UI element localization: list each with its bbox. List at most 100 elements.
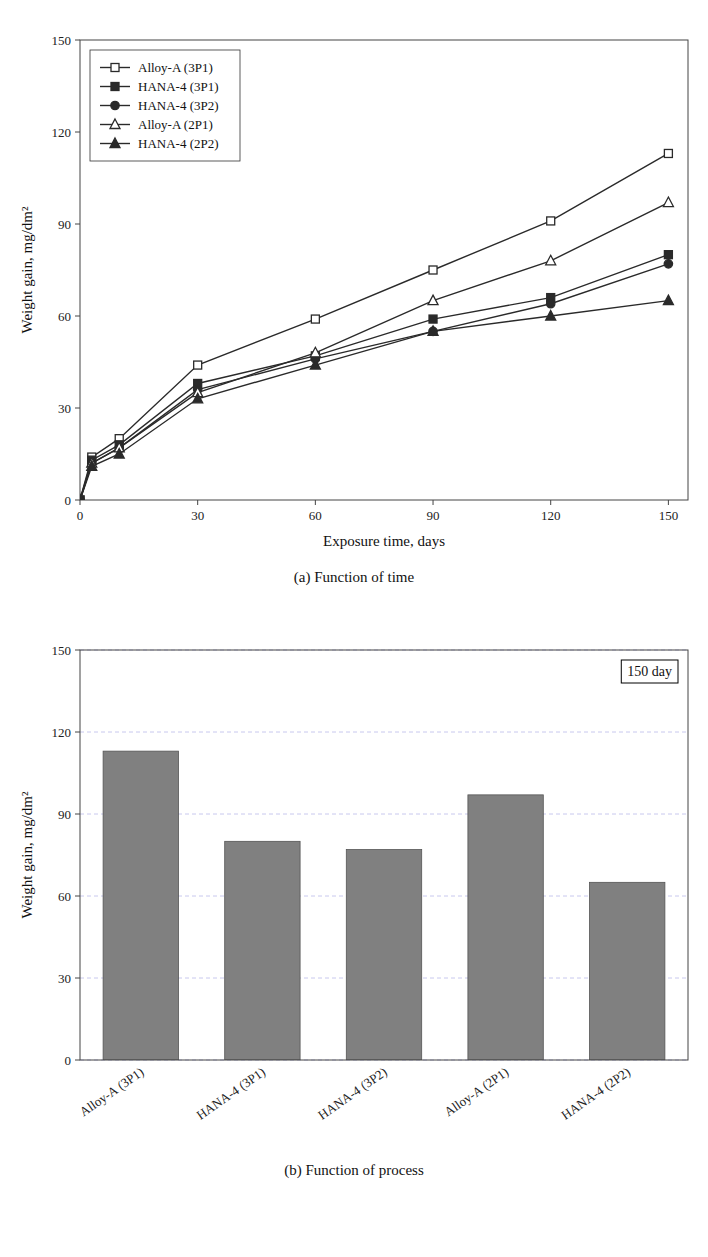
series-line (80, 301, 668, 500)
series-line (80, 203, 668, 500)
marker (111, 83, 119, 91)
y-tick (75, 224, 80, 225)
x-tick-label: Alloy-A (3P1) (77, 1064, 147, 1119)
y-tick (75, 814, 80, 815)
y-tick-label: 90 (58, 217, 71, 232)
marker (546, 311, 556, 321)
y-tick (75, 896, 80, 897)
bar-chart: 0 30 60 90 120 150 Alloy-A (3P1) HANA-4 (3P1) HA… (19, 643, 688, 1180)
marker (80, 495, 85, 501)
y-tick (75, 408, 80, 409)
marker (110, 138, 120, 148)
bar (590, 882, 665, 1060)
annotation: 150 day (621, 660, 678, 683)
marker (80, 495, 85, 501)
plot-area (103, 751, 665, 1060)
marker (547, 217, 555, 225)
x-tick-label: Alloy-A (2P1) (441, 1064, 511, 1119)
y-tick (75, 1060, 80, 1061)
y-tick (75, 650, 80, 651)
marker (310, 360, 320, 370)
bar (103, 751, 178, 1060)
x-tick (550, 500, 551, 505)
marker (428, 295, 438, 305)
series-line (80, 264, 668, 500)
marker (87, 461, 97, 471)
x-tick-label: HANA-4 (3P2) (315, 1064, 390, 1122)
y-tick-label: 60 (58, 889, 71, 904)
y-tick (75, 40, 80, 41)
x-tick (197, 500, 198, 505)
x-tick (433, 500, 434, 505)
x-tick (80, 500, 81, 505)
x-tick-label: HANA-4 (3P1) (194, 1064, 269, 1122)
x-tick-label: 0 (77, 508, 84, 523)
y-axis-label: Weight gain, mg/dm² (19, 206, 35, 334)
marker (194, 361, 202, 369)
annotation-text: 150 day (627, 664, 672, 679)
x-axis-label: Exposure time, days (323, 533, 445, 549)
x-tick-label: 60 (309, 508, 322, 523)
legend-label: Alloy-A (3P1) (138, 60, 213, 75)
x-tick (668, 500, 669, 505)
x-tick-label: HANA-4 (2P2) (558, 1064, 633, 1122)
y-tick-label: 90 (58, 807, 71, 822)
y-tick-label: 150 (52, 643, 72, 658)
plot-area (80, 149, 673, 500)
y-tick (75, 978, 80, 979)
y-tick-label: 60 (58, 309, 71, 324)
y-tick (75, 500, 80, 501)
annotation-box (621, 660, 678, 683)
y-tick (75, 132, 80, 133)
plot-frame (80, 650, 688, 1060)
x-tick-label: 150 (659, 508, 679, 523)
y-tick-label: 120 (52, 725, 72, 740)
y-tick-label: 120 (52, 125, 72, 140)
plot-frame (80, 40, 688, 500)
bar (225, 841, 300, 1060)
x-tick-label: 120 (541, 508, 561, 523)
marker (547, 300, 555, 308)
marker (428, 326, 438, 336)
marker (546, 255, 556, 264)
bar (468, 795, 543, 1060)
bar (346, 850, 421, 1060)
legend-label: Alloy-A (2P1) (138, 117, 213, 132)
legend: Alloy-A (3P1) HANA-4 (3P1) HANA-4 (3P2) All… (90, 50, 240, 161)
marker (663, 295, 673, 305)
marker (114, 449, 124, 459)
legend-label: HANA-4 (2P2) (138, 136, 219, 151)
y-tick-label: 0 (65, 493, 72, 508)
y-axis-label: Weight gain, mg/dm² (19, 791, 35, 919)
y-tick-label: 30 (58, 401, 71, 416)
caption: (a) Function of time (294, 569, 415, 586)
y-tick-label: 150 (52, 33, 72, 48)
line-chart: 0 30 60 90 120 150 0 30 60 90 120 150 Exposure time,… (19, 33, 688, 587)
marker (193, 393, 203, 403)
marker (429, 266, 437, 274)
caption: (b) Function of process (284, 1162, 424, 1179)
marker (311, 315, 319, 323)
x-tick-label: 90 (427, 508, 440, 523)
marker (110, 119, 120, 129)
marker (664, 260, 672, 268)
x-tick (315, 500, 316, 505)
marker (111, 101, 119, 109)
y-tick-label: 0 (65, 1053, 72, 1068)
x-tick-label: 30 (191, 508, 204, 523)
marker (664, 149, 672, 157)
figure: 0 30 60 90 120 150 0 30 60 90 120 150 Exposure time,… (0, 0, 708, 1257)
series-line (80, 255, 668, 500)
y-tick (75, 732, 80, 733)
legend-label: HANA-4 (3P2) (138, 98, 219, 113)
marker (663, 197, 673, 207)
marker (429, 315, 437, 323)
series-line (80, 153, 668, 500)
grid-line (80, 732, 688, 733)
legend-label: HANA-4 (3P1) (138, 79, 219, 94)
legend-frame (90, 50, 240, 161)
marker (310, 347, 320, 357)
y-tick-label: 30 (58, 971, 71, 986)
y-tick (75, 316, 80, 317)
marker (111, 64, 119, 72)
